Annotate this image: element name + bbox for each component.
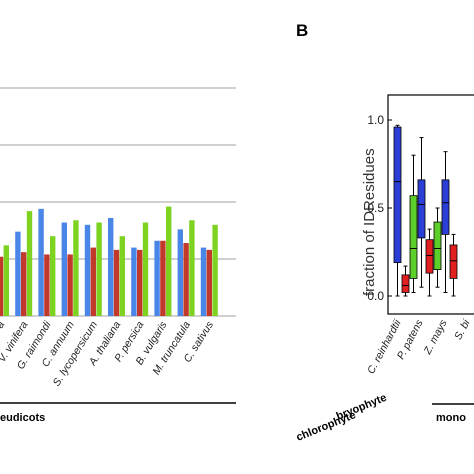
a-bar <box>189 220 195 316</box>
b-y-tick-label: 0.5 <box>367 201 384 215</box>
a-bar <box>183 243 189 316</box>
a-bar <box>212 224 218 316</box>
a-bar <box>200 247 207 316</box>
b-box <box>409 195 418 279</box>
a-bar <box>21 252 27 316</box>
a-bar <box>73 220 79 316</box>
b-group-label-bryophyte: bryophyte <box>335 392 389 423</box>
a-bar <box>90 247 96 316</box>
a-bar <box>15 231 21 316</box>
b-group-label-mono: mono <box>436 412 466 424</box>
a-bar <box>137 249 143 316</box>
a-bar <box>96 222 102 316</box>
a-bar <box>44 254 50 316</box>
a-bar <box>67 254 73 316</box>
a-group-label: eudicots <box>0 412 45 424</box>
b-category-label: S. bi <box>452 317 473 342</box>
b-plot-frame <box>387 94 474 315</box>
a-category-label: a <box>0 319 7 330</box>
a-bar <box>108 217 114 316</box>
b-category-label: Z. mays <box>421 317 450 357</box>
b-box <box>425 239 434 274</box>
a-bar <box>119 236 125 316</box>
a-bars <box>0 206 218 316</box>
a-bar <box>154 240 160 316</box>
a-bar <box>206 249 212 316</box>
a-bar <box>142 222 149 316</box>
a-bar <box>3 245 9 316</box>
b-y-tick-label: 0.0 <box>367 289 384 303</box>
a-bar <box>61 222 67 316</box>
a-bar <box>38 208 44 316</box>
b-box <box>433 221 442 271</box>
panel-b-label: B <box>296 21 308 40</box>
b-y-tick-label: 1.0 <box>367 113 384 127</box>
a-bar <box>131 247 137 316</box>
b-boxes <box>393 124 458 297</box>
a-bar <box>113 249 120 316</box>
a-bar <box>166 206 172 316</box>
b-box <box>393 126 402 263</box>
a-bar <box>50 236 56 316</box>
b-box <box>449 244 458 279</box>
b-y-axis-label: fraction of IDResidues <box>361 148 378 296</box>
b-box <box>401 274 410 293</box>
a-bar <box>84 224 91 316</box>
a-bar <box>26 211 33 316</box>
b-box <box>441 179 450 235</box>
b-box <box>417 179 426 239</box>
b-category-label: C. reinhardtii <box>365 317 404 376</box>
a-bar <box>177 229 183 316</box>
panel-b-box-plot: B fraction of IDResidues 0.0 0.5 1.0 C. re… <box>295 21 474 444</box>
a-bar <box>160 240 166 316</box>
a-bar <box>0 256 4 316</box>
b-y-ticks: 0.0 0.5 1.0 <box>367 113 392 303</box>
